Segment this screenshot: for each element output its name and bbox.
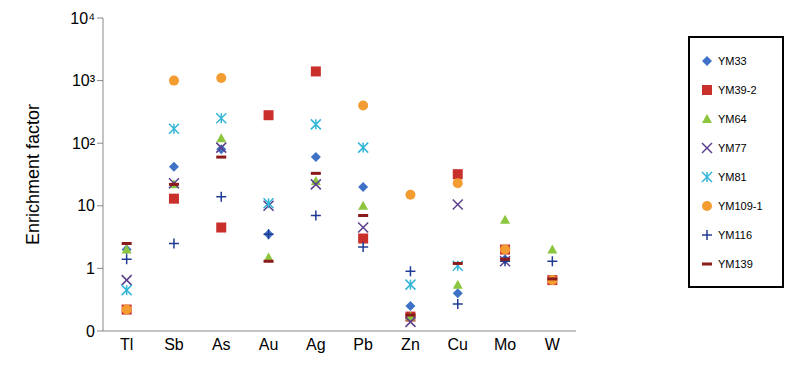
svg-text:Sb: Sb xyxy=(164,336,184,353)
html-text:YM81: YM81 xyxy=(718,170,747,183)
svg-text:Mo: Mo xyxy=(494,336,516,353)
html-text:YM109-1: YM109-1 xyxy=(718,199,763,212)
svg-text:Pb: Pb xyxy=(353,336,373,353)
svg-text:Zn: Zn xyxy=(401,336,420,353)
svg-text:1: 1 xyxy=(86,260,95,277)
svg-text:W: W xyxy=(545,336,561,353)
svg-text:10²: 10² xyxy=(72,135,96,152)
html-text:YM33: YM33 xyxy=(718,54,747,67)
svg-text:Ag: Ag xyxy=(306,336,326,353)
svg-text:10: 10 xyxy=(77,197,95,214)
html-text:YM116: YM116 xyxy=(718,228,752,241)
svg-text:Au: Au xyxy=(259,336,279,353)
svg-text:10³: 10³ xyxy=(72,72,96,89)
svg-text:10⁴: 10⁴ xyxy=(70,10,95,27)
html-text:YM139: YM139 xyxy=(718,257,753,270)
html-text:YM39-2: YM39-2 xyxy=(718,83,757,96)
html-text:YM64: YM64 xyxy=(718,112,747,125)
html-text:YM77: YM77 xyxy=(718,141,747,154)
svg-text:0: 0 xyxy=(86,323,95,340)
svg-text:Cu: Cu xyxy=(448,336,468,353)
svg-text:Enrichment factor: Enrichment factor xyxy=(23,104,43,245)
svg-text:Tl: Tl xyxy=(120,336,133,353)
svg-text:As: As xyxy=(212,336,231,353)
